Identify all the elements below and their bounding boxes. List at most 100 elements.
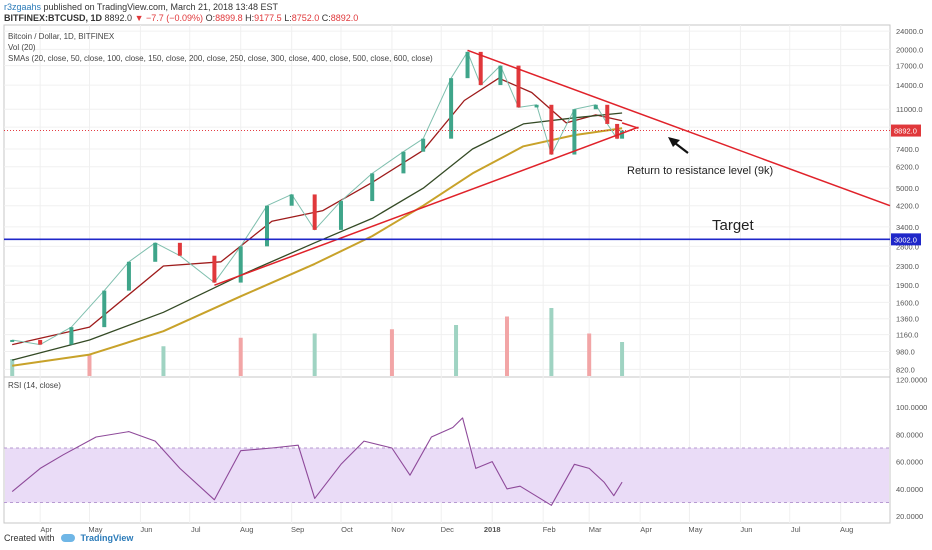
time-tick-label: Aug — [840, 525, 853, 534]
price-candle — [478, 51, 483, 86]
price-tick-label: 7400.0 — [896, 145, 919, 154]
price-candle — [421, 138, 426, 152]
price-tick-label: 1360.0 — [896, 315, 919, 324]
time-tick-label: Jun — [740, 525, 752, 534]
time-tick-label: May — [688, 525, 702, 534]
price-candle — [605, 104, 610, 124]
trendlines — [214, 49, 891, 286]
price-tick-label: 1160.0 — [896, 331, 918, 340]
time-tick-label: Feb — [543, 525, 556, 534]
rsi-tick-label: 20.0000 — [896, 512, 923, 521]
time-tick-label: May — [88, 525, 102, 534]
time-tick-label: Mar — [589, 525, 602, 534]
rsi-tick-label: 80.0000 — [896, 430, 923, 439]
price-axis: 24000.020000.017000.014000.011000.09200.… — [891, 27, 923, 374]
price-label-text: 8892.0 — [894, 127, 917, 136]
volume-bar — [587, 333, 592, 376]
resistance-arrow-icon — [668, 137, 689, 154]
price-tick-label: 5000.0 — [896, 184, 919, 193]
price-tick-label: 2300.0 — [896, 262, 919, 271]
rsi-tick-label: 60.0000 — [896, 458, 923, 467]
volume-bar — [238, 337, 243, 376]
price-change: −7.7 (−0.09%) — [146, 13, 204, 23]
price-label-box — [891, 233, 921, 246]
price-tick-label: 820.0 — [896, 365, 915, 374]
price-line — [12, 51, 623, 346]
price-candle — [102, 290, 107, 328]
price-candle — [593, 104, 598, 110]
rsi-band-fill — [5, 447, 889, 503]
author-link[interactable]: r3zgaahs — [4, 2, 42, 12]
time-tick-label: Apr — [40, 525, 52, 534]
rsi-axis: 120.0000 100.0000 80.0000 60.0000 40.0000 20.… — [896, 376, 927, 521]
low-label: L: — [284, 13, 292, 23]
open-value: 8899.8 — [215, 13, 243, 23]
price-tick-label: 24000.0 — [896, 27, 923, 36]
sma-100-line — [12, 112, 623, 361]
published-text: published on TradingView.com, March 21, … — [41, 2, 279, 12]
sma-150-line — [12, 127, 623, 367]
price-candle — [338, 201, 343, 230]
price-candle — [69, 327, 74, 345]
time-tick-label: 2018 — [484, 525, 501, 534]
time-tick-label: Jun — [140, 525, 152, 534]
volume-bars — [10, 308, 625, 376]
ohlc-header: BITFINEX:BTCUSD, 1D 8892.0 ▼ −7.7 (−0.09… — [4, 13, 358, 23]
price-candle — [449, 78, 454, 139]
legend-title: Bitcoin / Dollar, 1D, BITFINEX — [8, 32, 115, 41]
price-candle — [289, 194, 294, 206]
price-series — [10, 51, 625, 346]
low-value: 8752.0 — [291, 13, 320, 23]
created-with-label: Created with — [4, 533, 55, 543]
volume-bar — [312, 333, 317, 376]
legend-vol: Vol (20) — [8, 43, 36, 52]
price-candle — [265, 205, 270, 247]
high-label: H: — [245, 13, 255, 23]
time-axis: Apr May Jun Jul Aug Sep Oct Nov Dec 2018 Feb Mar Apr… — [40, 525, 853, 534]
tradingview-brand[interactable]: TradingView — [80, 533, 134, 543]
price-tick-label: 1600.0 — [896, 298, 919, 307]
down-arrow-icon: ▼ — [134, 13, 144, 23]
price-tick-label: 980.0 — [896, 348, 915, 357]
rsi-tick-label: 100.0000 — [896, 403, 927, 412]
price-tick-label: 4200.0 — [896, 202, 919, 211]
time-tick-label: Jul — [791, 525, 801, 534]
price-label-text: 3002.0 — [894, 235, 917, 244]
price-candle — [126, 261, 131, 291]
time-tick-label: Sep — [291, 525, 304, 534]
rsi-line — [11, 417, 623, 506]
rsi-series — [11, 417, 623, 506]
price-candle — [572, 109, 577, 155]
price-candle — [516, 65, 521, 108]
close-label: C: — [321, 13, 331, 23]
legend-rsi: RSI (14, close) — [8, 381, 61, 390]
price-candle — [153, 242, 158, 262]
price-candle — [38, 339, 43, 345]
high-value: 9177.5 — [254, 13, 282, 23]
sma-20-line — [12, 77, 623, 346]
time-tick-label: Nov — [391, 525, 405, 534]
rsi-band — [4, 447, 890, 504]
price-tick-label: 20000.0 — [896, 45, 923, 54]
trendline — [214, 126, 639, 286]
price-candle — [370, 173, 375, 202]
price-candle — [177, 242, 182, 256]
price-tick-label: 17000.0 — [896, 62, 923, 71]
volume-bar — [504, 316, 509, 376]
price-candle — [549, 104, 554, 155]
rsi-tick-label: 120.0000 — [896, 376, 927, 385]
close-value: 8892.0 — [330, 13, 359, 23]
price-tick-label: 1900.0 — [896, 281, 919, 290]
tradingview-cloud-icon — [60, 534, 75, 542]
time-tick-label: Dec — [441, 525, 455, 534]
price-candle — [10, 339, 15, 342]
time-tick-label: Apr — [640, 525, 652, 534]
target-annotation: Target — [712, 217, 755, 234]
volume-bar — [10, 359, 15, 376]
price-candle — [401, 151, 406, 174]
price-candle — [312, 194, 317, 230]
price-tick-label: 14000.0 — [896, 81, 923, 90]
sma-lines — [12, 77, 623, 367]
volume-bar — [620, 342, 625, 376]
